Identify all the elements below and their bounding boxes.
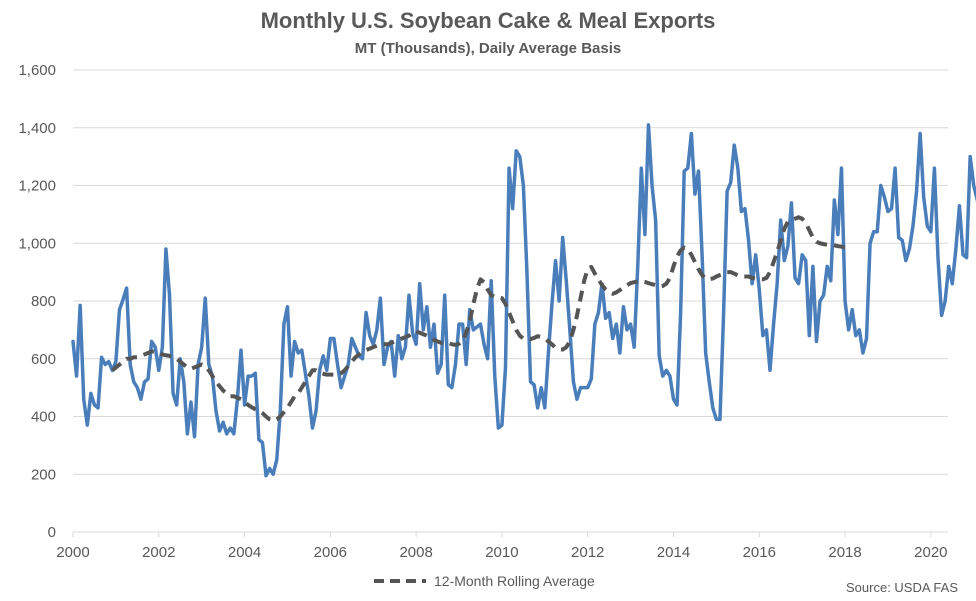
gridlines [73,69,948,475]
y-tick-label: 200 [31,466,56,483]
y-tick-label: 400 [31,409,56,426]
x-tick-label: 2008 [399,544,432,561]
x-tick-label: 2000 [56,544,89,561]
x-tick-label: 2006 [314,544,347,561]
y-tick-label: 800 [31,293,56,310]
x-tick-label: 2018 [828,544,861,561]
y-tick-label: 1,000 [18,235,56,252]
x-tick-label: 2020 [914,544,947,561]
axes: 0 200 400 600 800 1,000 1,200 1,400 1,600 2000 200… [18,62,948,561]
y-tick-label: 1,200 [18,178,56,195]
series-line-rolling-average [111,215,850,423]
x-tick-label: 2002 [142,544,175,561]
x-tick-label: 2010 [485,544,518,561]
source-note: Source: USDA FAS [846,580,958,595]
legend: 12-Month Rolling Average [374,573,595,589]
x-tick-label: 2004 [228,544,261,561]
y-tick-label: 600 [31,351,56,368]
x-tick-label: 2014 [657,544,690,561]
y-tick-label: 1,600 [18,62,56,79]
x-tick-label: 2016 [743,544,776,561]
x-tick-label: 2012 [571,544,604,561]
legend-label-rolling-average: 12-Month Rolling Average [434,573,595,589]
y-tick-label: 1,400 [18,120,56,137]
series-line-monthly-exports [71,123,976,478]
series-lines [71,123,976,478]
chart-title: Monthly U.S. Soybean Cake & Meal Exports [260,8,716,33]
y-tick-label: 0 [48,524,56,541]
chart-subtitle: MT (Thousands), Daily Average Basis [354,40,622,57]
